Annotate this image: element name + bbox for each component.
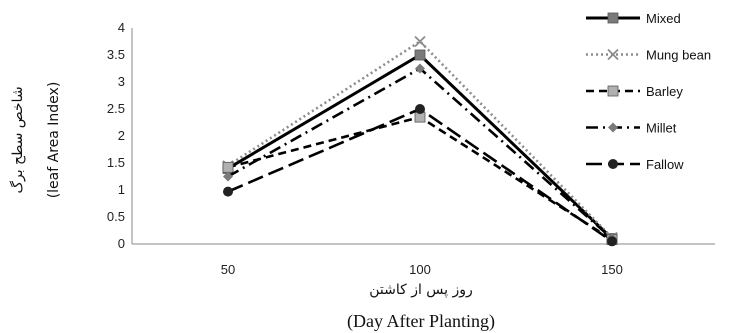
legend-label: Millet: [646, 121, 677, 136]
series-barley: [222, 111, 618, 246]
data-point-millet: [608, 122, 618, 133]
data-point-mixed: [414, 49, 426, 61]
y-tick-label: 0: [118, 236, 125, 251]
y-tick-label: 4: [118, 20, 125, 35]
y-tick-label: 1: [118, 182, 125, 197]
legend-item-barley: Barley: [586, 84, 683, 99]
x-axis-label-en: (Day After Planting): [347, 311, 495, 332]
y-tick-label: 2: [118, 128, 125, 143]
data-point-fallow: [223, 186, 233, 197]
series-layer: [222, 35, 618, 247]
series-line-fallow: [227, 107, 613, 243]
data-point-barley: [222, 161, 234, 173]
data-point-fallow: [415, 104, 425, 114]
series-mixed: [222, 49, 618, 245]
legend-label: Fallow: [646, 157, 684, 172]
series-line-mixed: [227, 53, 614, 240]
x-tick-label: 100: [409, 262, 431, 277]
legend: Mixed Mung bean Barley Millet Fallow: [586, 11, 711, 172]
data-point-millet: [223, 171, 233, 182]
x-axis-label-fa: روز پس از کاشتن: [369, 282, 473, 298]
y-axis-label-fa: شاخص سطح برگ: [8, 86, 26, 193]
series-line-mung-bean: [227, 39, 613, 239]
y-tick-labels: 0 0.5 1 1.5 2 2.5 3 3.5 4: [107, 20, 125, 251]
y-tick-label: 2.5: [107, 101, 125, 116]
legend-item-mixed: Mixed: [586, 11, 681, 26]
y-axis-label-en: (leaf Area Index): [46, 82, 62, 199]
y-tick-label: 3.5: [107, 47, 125, 62]
legend-item-fallow: Fallow: [586, 157, 684, 172]
chart-axes: [131, 28, 715, 245]
legend-item-mung-bean: Mung bean: [586, 48, 711, 63]
data-point-fallow: [608, 159, 618, 169]
legend-label: Barley: [646, 84, 683, 99]
legend-label: Mung bean: [646, 48, 711, 63]
y-tick-label: 1.5: [107, 155, 125, 170]
x-tick-label: 50: [221, 262, 235, 277]
data-point-fallow: [607, 236, 617, 247]
x-tick-label: 150: [601, 262, 623, 277]
y-tick-label: 0.5: [107, 209, 125, 224]
data-point-mixed: [607, 12, 619, 24]
legend-item-millet: Millet: [586, 121, 677, 136]
data-point-barley: [607, 85, 619, 97]
legend-label: Mixed: [646, 11, 681, 26]
x-tick-labels: 50 100 150: [221, 262, 623, 277]
y-tick-label: 3: [118, 74, 125, 89]
data-point-millet: [415, 63, 425, 74]
data-point-mung-bean: [607, 48, 619, 61]
series-fallow: [223, 104, 617, 247]
data-point-mung-bean: [414, 35, 426, 48]
